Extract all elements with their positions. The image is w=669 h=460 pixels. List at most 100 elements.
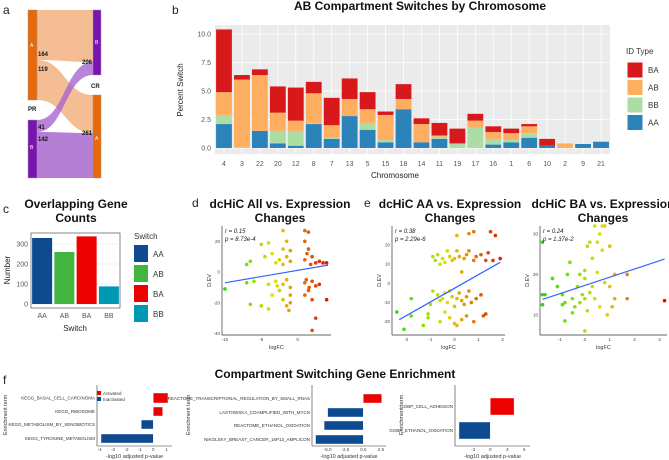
bar-segment-AA [377,142,394,148]
bar-segment-AB [395,98,412,110]
x-tick-label: 19 [453,161,461,168]
bar-segment-BB [377,140,394,143]
flow-value: 119 [38,67,48,73]
data-point [440,256,445,261]
bar-segment-AA [359,129,376,148]
bar-segment-AA [485,144,502,148]
data-point [248,259,253,264]
data-point [306,288,311,293]
x-tick-label: 5 [366,161,370,168]
stacked-bar-chart: 0.02.55.07.510.04 3 22 20 12 8 7 13 5 15 18 14 11 19 1… [197,25,610,168]
x-tick-label: -2 [124,447,128,452]
data-point [464,252,469,257]
y-tick-label: 20 [215,239,221,244]
data-point [479,293,483,297]
x-tick-label: BA [82,313,92,320]
y-tick-label: -10 [383,300,390,305]
legend-key-BB [134,305,148,322]
y-tick-label: 100 [16,282,28,289]
bar-AA [32,238,53,304]
x-tick-label: AA [37,313,47,320]
data-point [588,240,592,244]
data-point [565,272,570,277]
x-axis-title: logFC [269,345,284,351]
legend-label-BA: BA [648,66,659,75]
data-point [457,291,462,295]
x-axis-title: -log10 adjusted p-value [464,454,521,460]
data-point [277,288,282,293]
enrichment-term-label: LASTOWSKA_COAMPLIFIED_WITH_MYCN [219,410,310,415]
node-CR-B [92,9,102,76]
data-point [471,258,476,263]
bar-segment-BA [251,69,268,76]
panel-label-a: a [3,3,10,17]
data-point [481,314,486,318]
bar-segment-AB [521,126,538,134]
x-tick-label: -5 [259,337,263,342]
legend-label-AB: AB [153,270,164,279]
bar-segment-BB [323,137,340,139]
data-point [308,262,313,267]
x-tick-label: -2.5 [342,447,350,452]
bar-segment-BB [485,138,502,145]
x-tick-label: 17 [471,161,479,168]
legend-f: Activated Inactivated [97,391,125,402]
x-tick-label: 1 [477,337,480,342]
data-point [435,293,440,297]
data-point [321,261,325,265]
data-point [570,310,575,315]
data-point [284,254,289,259]
flow-A-to-B [37,10,93,62]
data-point [563,319,567,323]
bar-segment-AB [485,132,502,139]
bar-segment-AA [431,138,448,148]
bar-segment-AB [269,112,286,131]
chart-title: Changes [255,211,306,225]
data-point [431,254,435,259]
y-axis-title: Enrichment term [399,394,405,435]
data-point [540,302,545,307]
data-point [459,270,464,274]
bar-segment-BB [449,143,466,148]
data-point [471,229,476,234]
x-tick-label: -1 [558,337,562,342]
data-point [266,282,271,287]
data-point [447,315,452,320]
y-tick-label: 300 [16,242,28,249]
y-tick-label: 5.0 [201,89,211,96]
bar-segment-AA [575,144,591,148]
chart-title-c-line1: Overlapping Gene [24,197,128,211]
bar-segment-AB [216,92,232,115]
enrichment-term-label: KEGG_TYROSINE_METABOLISM [25,436,95,441]
data-point [585,244,590,248]
data-point [440,296,445,301]
data-point [281,297,285,302]
data-point [305,251,309,256]
data-point [455,296,459,301]
panel-label-f: f [3,373,7,387]
correlation-r: r = 0.24 [543,229,564,235]
data-point [288,248,293,253]
chart-title: dcHiC BA vs. Expression [532,197,669,211]
chart-title: dcHiC AA vs. Expression [379,197,522,211]
bar-segment-BB [431,136,448,139]
x-tick-label: -1 [138,447,142,452]
data-point [450,258,454,263]
data-point [597,304,602,309]
data-point [467,289,471,293]
legend-label-BA: BA [153,290,164,299]
x-tick-label: 6 [523,447,526,452]
bar-segment-BA [539,138,556,146]
bar-segment-AB [287,120,304,131]
data-point [244,262,249,267]
bar-segment-BA [323,97,340,126]
data-point [583,276,587,281]
y-axis-title-b: Percent Switch [176,63,185,116]
data-point [281,228,285,233]
data-point [445,300,450,305]
data-point [573,304,577,309]
x-tick-label: 0 [296,337,299,342]
legend-c: AA AB BA BB [134,245,164,322]
